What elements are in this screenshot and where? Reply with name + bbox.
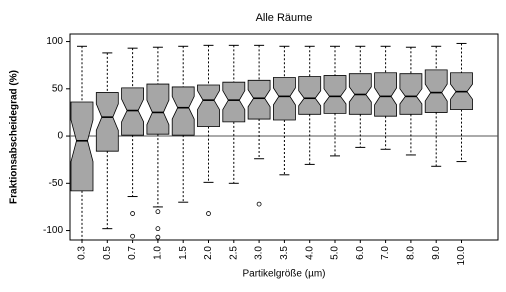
x-tick-label: 9.0 xyxy=(431,246,442,260)
outlier xyxy=(206,211,211,216)
box xyxy=(399,73,423,115)
box xyxy=(424,69,448,113)
box xyxy=(222,81,246,123)
x-tick-label: 1.0 xyxy=(153,246,164,260)
x-tick-label: 2.5 xyxy=(228,246,239,260)
outlier xyxy=(256,201,262,207)
box xyxy=(272,77,296,121)
y-tick-label: -100 xyxy=(43,225,63,236)
box xyxy=(323,75,347,114)
outlier xyxy=(155,226,161,232)
box xyxy=(247,79,271,120)
x-tick-label: 0.7 xyxy=(127,246,138,260)
box xyxy=(171,86,195,136)
x-axis-title: Partikelgröße (µm) xyxy=(243,269,326,280)
x-tick-label: 3.0 xyxy=(254,246,265,260)
x-tick-label: 0.3 xyxy=(77,246,88,260)
chart-title: Alle Räume xyxy=(256,12,313,24)
y-tick-label: -50 xyxy=(49,178,64,189)
y-tick-label: 0 xyxy=(57,131,63,142)
y-tick-label: 100 xyxy=(46,36,63,47)
x-tick-label: 1.5 xyxy=(178,246,189,260)
box xyxy=(146,83,170,135)
outlier xyxy=(130,211,136,216)
outlier xyxy=(130,233,136,239)
x-tick-label: 8.0 xyxy=(406,246,417,260)
box xyxy=(197,84,220,128)
x-tick-label: 3.5 xyxy=(279,246,290,260)
x-tick-label: 5.0 xyxy=(330,246,341,260)
y-axis-title: Fraktionsabscheidegrad (%) xyxy=(9,70,20,204)
x-tick-label: 4.0 xyxy=(304,246,315,260)
x-tick-label: 10.0 xyxy=(456,246,467,266)
box xyxy=(298,76,322,115)
box xyxy=(374,72,398,117)
box xyxy=(95,92,119,152)
x-tick-label: 0.5 xyxy=(102,246,113,260)
box xyxy=(121,87,145,136)
outlier xyxy=(155,209,161,215)
x-tick-label: 7.0 xyxy=(380,246,391,260)
x-tick-label: 6.0 xyxy=(355,246,366,260)
box xyxy=(70,101,94,192)
y-tick-label: 50 xyxy=(52,83,64,94)
outlier xyxy=(155,234,161,240)
x-tick-label: 2.0 xyxy=(203,246,214,260)
